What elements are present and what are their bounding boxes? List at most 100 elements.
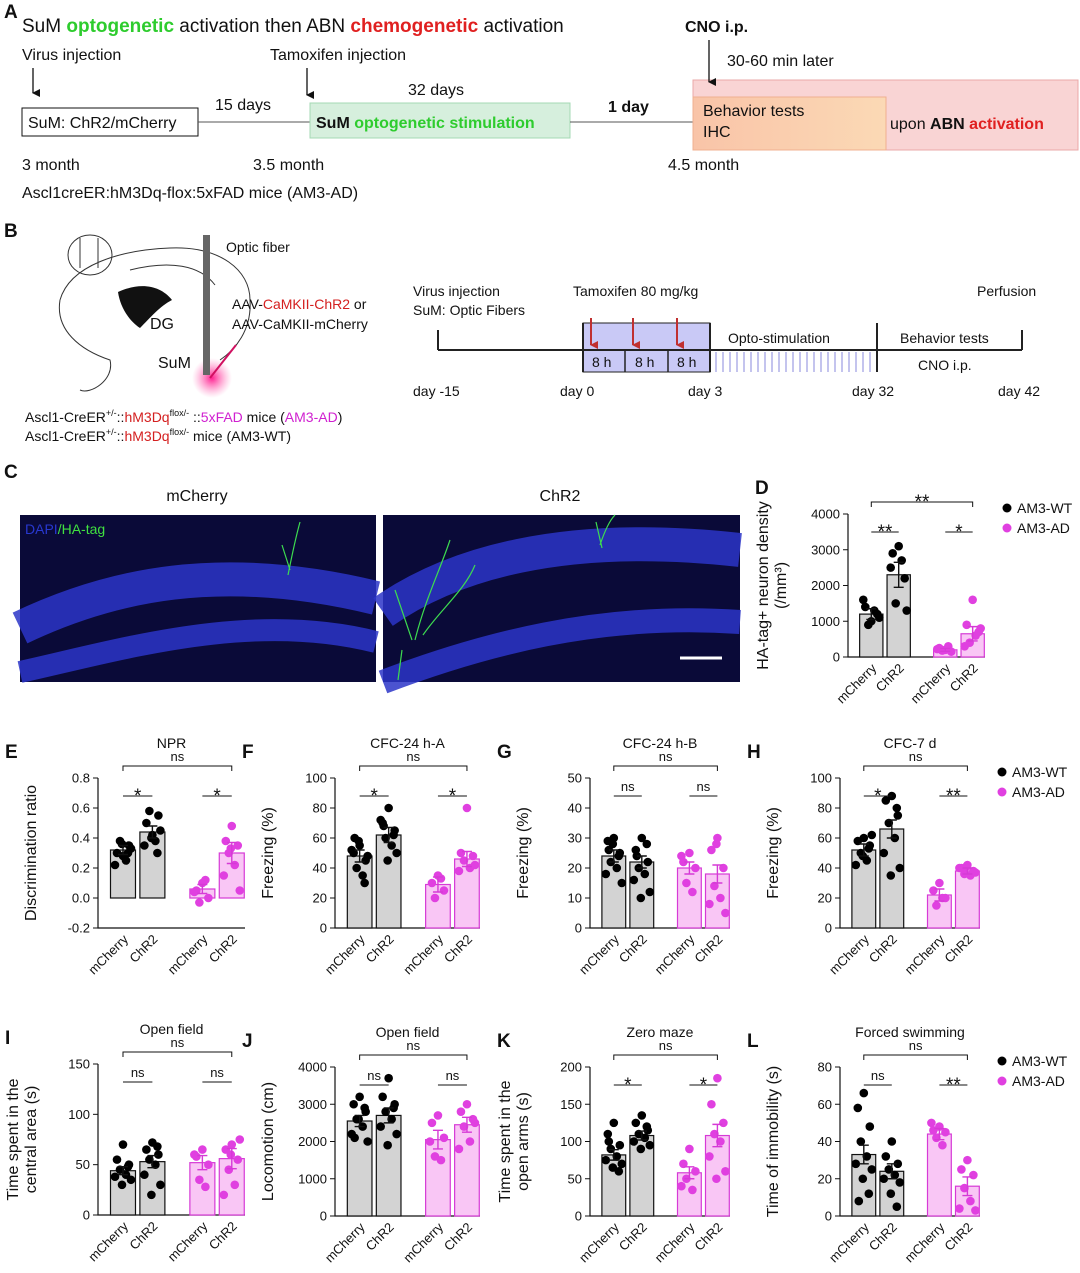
significance-label: ** (878, 522, 893, 543)
data-point (895, 863, 905, 873)
data-point (867, 830, 877, 840)
significance-bracket (613, 1054, 718, 1060)
data-point (640, 869, 650, 879)
y-axis-label: Time spent in the (497, 1080, 514, 1202)
data-point (221, 836, 231, 846)
significance-label: ns (909, 1038, 923, 1053)
error-bar (962, 1176, 973, 1197)
image-title: ChR2 (540, 488, 581, 505)
legend-label: AM3-AD (1012, 1073, 1065, 1089)
data-point (110, 860, 120, 870)
opto-hatch (715, 352, 871, 372)
title-part: activation then ABN (174, 16, 350, 37)
x-tick-label: ChR2 (691, 1220, 725, 1254)
data-point (859, 1088, 869, 1098)
error-bar (608, 849, 619, 863)
data-point (142, 818, 151, 828)
day-label: day 3 (688, 383, 722, 399)
data-point (938, 1140, 947, 1150)
x-tick-label: ChR2 (126, 1219, 160, 1253)
start-box (21, 107, 199, 137)
data-point (381, 1107, 390, 1116)
data-point (142, 1145, 151, 1154)
legend-label: AM3-WT (1012, 1053, 1068, 1069)
y-tick-label: 20 (568, 861, 582, 876)
data-point (719, 863, 728, 873)
data-point (389, 830, 398, 840)
y-tick-label: 40 (818, 1134, 832, 1149)
data-point (612, 1152, 622, 1161)
data-point (360, 878, 369, 888)
data-point (853, 836, 863, 846)
text-part: or (350, 296, 367, 312)
data-point (459, 1122, 469, 1131)
error-bar (226, 841, 237, 865)
data-point (938, 893, 947, 903)
data-point (685, 1144, 694, 1154)
data-point (617, 1159, 627, 1169)
y-tick-label: 150 (68, 1057, 90, 1072)
data-point (156, 826, 165, 835)
y-tick-label: 20 (818, 891, 832, 906)
data-point (392, 1129, 401, 1139)
genotype: Ascl1-CreER+/-::hM3Dqflox/- ::5xFAD mice… (25, 408, 342, 425)
error-bar (432, 1129, 443, 1150)
data-point (235, 1135, 245, 1144)
significance-label: ns (210, 1065, 224, 1080)
data-point (233, 1155, 243, 1164)
data-point (156, 1180, 165, 1190)
panel-title: SuM optogenetic activation then ABN chem… (22, 16, 564, 37)
bar (954, 870, 980, 929)
data-point (879, 1174, 889, 1184)
error-bar (147, 825, 158, 839)
text-part: hM3Dq (124, 409, 169, 425)
data-point (636, 893, 646, 903)
data-point (893, 811, 903, 820)
data-point (879, 848, 889, 858)
x-tick-label: ChR2 (126, 932, 160, 966)
data-point (856, 1137, 866, 1146)
text-part: AM3-AD (285, 409, 338, 425)
data-point (932, 644, 942, 654)
legend-marker (1002, 523, 1012, 533)
data-point (900, 574, 909, 583)
x-tick-label: ChR2 (206, 932, 240, 966)
event-label: CNO i.p. (685, 19, 748, 36)
virus-label: AAV-CaMKII-ChR2 or (232, 296, 367, 312)
data-point (609, 1118, 619, 1128)
y-tick-label: 200 (560, 1060, 582, 1075)
delay-label: 30-60 min later (727, 53, 834, 70)
data-point (955, 1204, 964, 1213)
interval-label: 15 days (215, 97, 271, 114)
timeline-label: SuM: Optic Fibers (413, 302, 525, 318)
data-point (201, 1182, 210, 1192)
data-point (363, 851, 372, 861)
data-point (387, 841, 396, 850)
data-point (195, 898, 204, 907)
significance-label: ns (446, 1068, 460, 1083)
bar (676, 867, 702, 929)
data-point (863, 620, 873, 630)
data-point (858, 595, 868, 605)
data-point (710, 881, 719, 891)
y-axis-label: Freezing (%) (515, 807, 532, 899)
data-point (886, 871, 896, 880)
text-part: /HA-tag (58, 521, 105, 537)
data-point (960, 641, 969, 651)
data-point (893, 1159, 903, 1169)
day-label: day -15 (413, 383, 460, 399)
error-bar (354, 1114, 365, 1128)
data-point (153, 1142, 162, 1151)
data-point (636, 1144, 646, 1154)
chart-title: CFC-24 h-B (623, 735, 698, 751)
data-point (425, 1137, 435, 1146)
significance-label: ns (871, 1068, 885, 1083)
data-point (606, 1144, 616, 1154)
y-tick-label: 20 (313, 891, 327, 906)
data-point (891, 599, 900, 608)
box-label: IHC (703, 124, 731, 141)
data-point (691, 1167, 700, 1176)
timeline-label: Opto-stimulation (728, 330, 830, 346)
data-point (603, 1129, 613, 1139)
data-point (614, 1167, 624, 1176)
